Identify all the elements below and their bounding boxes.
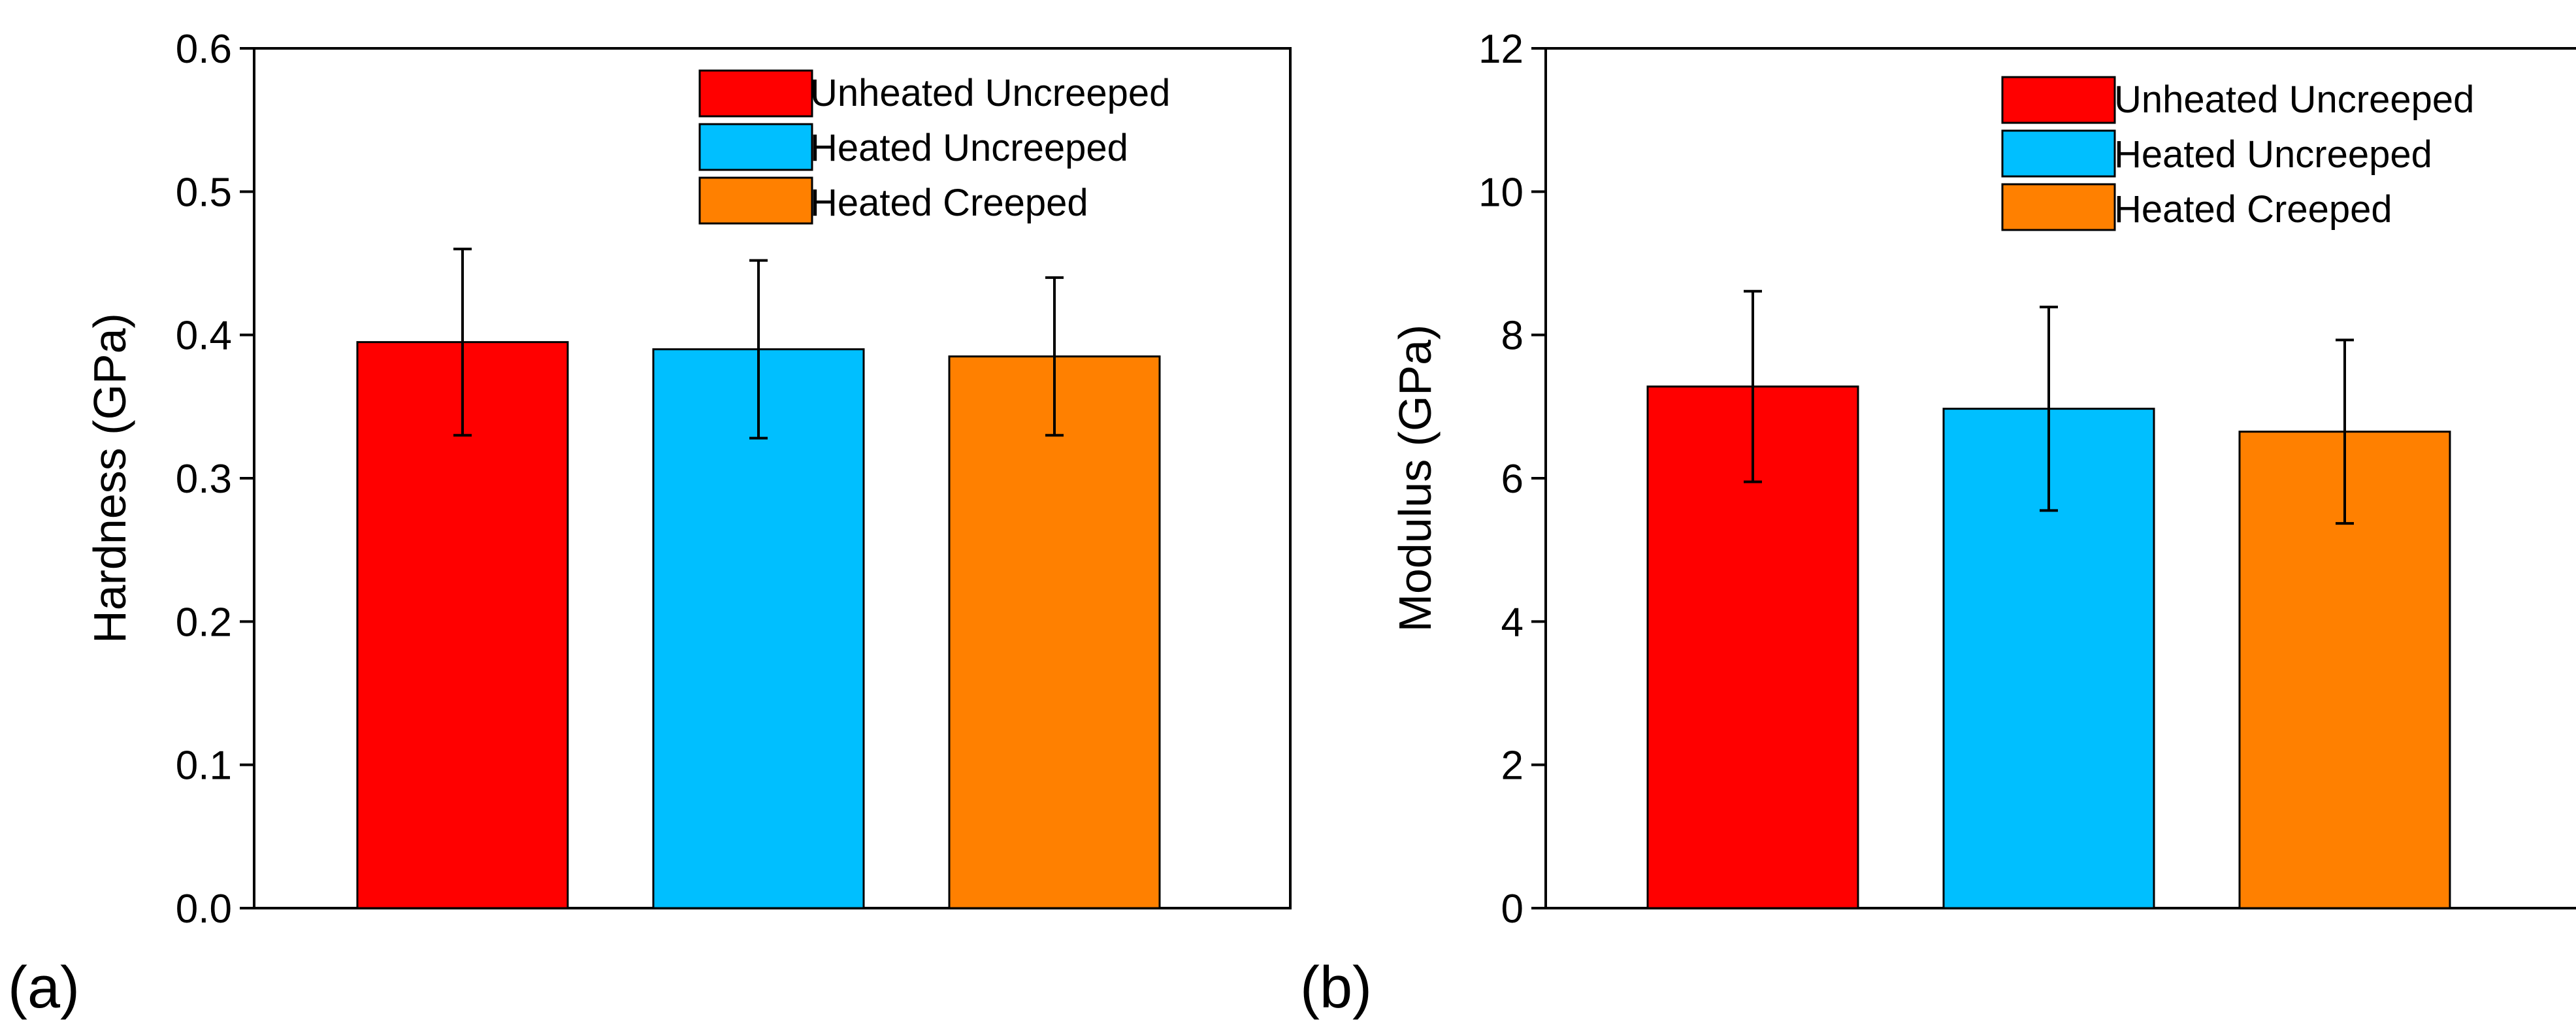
y-axis-title: Modulus (GPa) <box>1390 325 1441 632</box>
legend-swatch <box>698 176 813 225</box>
y-tick-label: 8 <box>1501 314 1524 359</box>
legend-entry-unheated-uncreeped: Unheated Uncreeped <box>2001 76 2474 124</box>
y-tick-label: 4 <box>1501 600 1524 645</box>
error-bar-group <box>453 248 1064 440</box>
y-tick-label: 2 <box>1501 743 1524 789</box>
legend-label: Unheated Uncreeped <box>2114 78 2474 121</box>
bar-group <box>356 341 1161 909</box>
error-bar-heated-uncreeped <box>749 259 768 440</box>
panel-label-a: (a) <box>8 955 80 1021</box>
y-tick-label: 0.2 <box>176 600 232 645</box>
error-bar-unheated-uncreeped <box>1744 289 1762 483</box>
error-bar-unheated-uncreeped <box>453 248 472 437</box>
chart-panel-b: 0 2 4 6 8 10 12 Modulus (GPa) Unheated U… <box>1300 27 2576 1021</box>
legend-entry-heated-creeped: Heated Creeped <box>2001 183 2392 231</box>
legend-label: Heated Creeped <box>810 182 1088 224</box>
legend-entry-unheated-uncreeped: Unheated Uncreeped <box>698 69 1170 118</box>
legend-entry-heated-uncreeped: Heated Uncreeped <box>2001 129 2432 178</box>
legend: Unheated Uncreeped Heated Uncreeped Heat… <box>698 69 1170 225</box>
legend-label: Unheated Uncreeped <box>810 72 1170 114</box>
legend-label: Heated Uncreeped <box>810 127 1128 169</box>
error-bar-heated-creeped <box>2336 338 2354 525</box>
legend-swatch <box>2001 76 2116 124</box>
legend-entry-heated-creeped: Heated Creeped <box>698 176 1088 225</box>
bar-heated-creeped <box>948 355 1161 909</box>
y-tick-label: 0.6 <box>176 27 232 72</box>
y-tick-label: 0.0 <box>176 887 232 932</box>
error-bar-heated-uncreeped <box>2040 305 2058 512</box>
y-tick-label: 0.3 <box>176 457 232 502</box>
chart-panel-a: 0.0 0.1 0.2 0.3 0.4 0.5 0.6 Hardness (GP… <box>8 27 1292 1021</box>
y-tick-label: 6 <box>1501 457 1524 502</box>
error-bar-group <box>1744 289 2354 525</box>
y-axis: 0.0 0.1 0.2 0.3 0.4 0.5 0.6 <box>176 27 254 932</box>
bar-heated-uncreeped <box>652 348 865 909</box>
legend-swatch <box>698 123 813 171</box>
y-tick-label: 10 <box>1478 170 1524 215</box>
legend-label: Heated Uncreeped <box>2114 133 2432 176</box>
y-tick-label: 0 <box>1501 887 1524 932</box>
error-bar-heated-creeped <box>1045 276 1064 437</box>
legend-swatch <box>2001 183 2116 231</box>
legend-swatch <box>2001 129 2116 178</box>
y-tick-label: 0.5 <box>176 170 232 215</box>
y-tick-label: 0.4 <box>176 314 232 359</box>
legend-label: Heated Creeped <box>2114 188 2392 231</box>
legend-entry-heated-uncreeped: Heated Uncreeped <box>698 123 1128 171</box>
y-axis-title: Hardness (GPa) <box>84 313 135 644</box>
y-tick-label: 12 <box>1478 27 1524 72</box>
panel-label-b: (b) <box>1300 955 1372 1021</box>
y-tick-label: 0.1 <box>176 743 232 789</box>
y-axis: 0 2 4 6 8 10 12 <box>1478 27 1546 932</box>
legend-swatch <box>698 69 813 118</box>
legend: Unheated Uncreeped Heated Uncreeped Heat… <box>2001 76 2474 231</box>
